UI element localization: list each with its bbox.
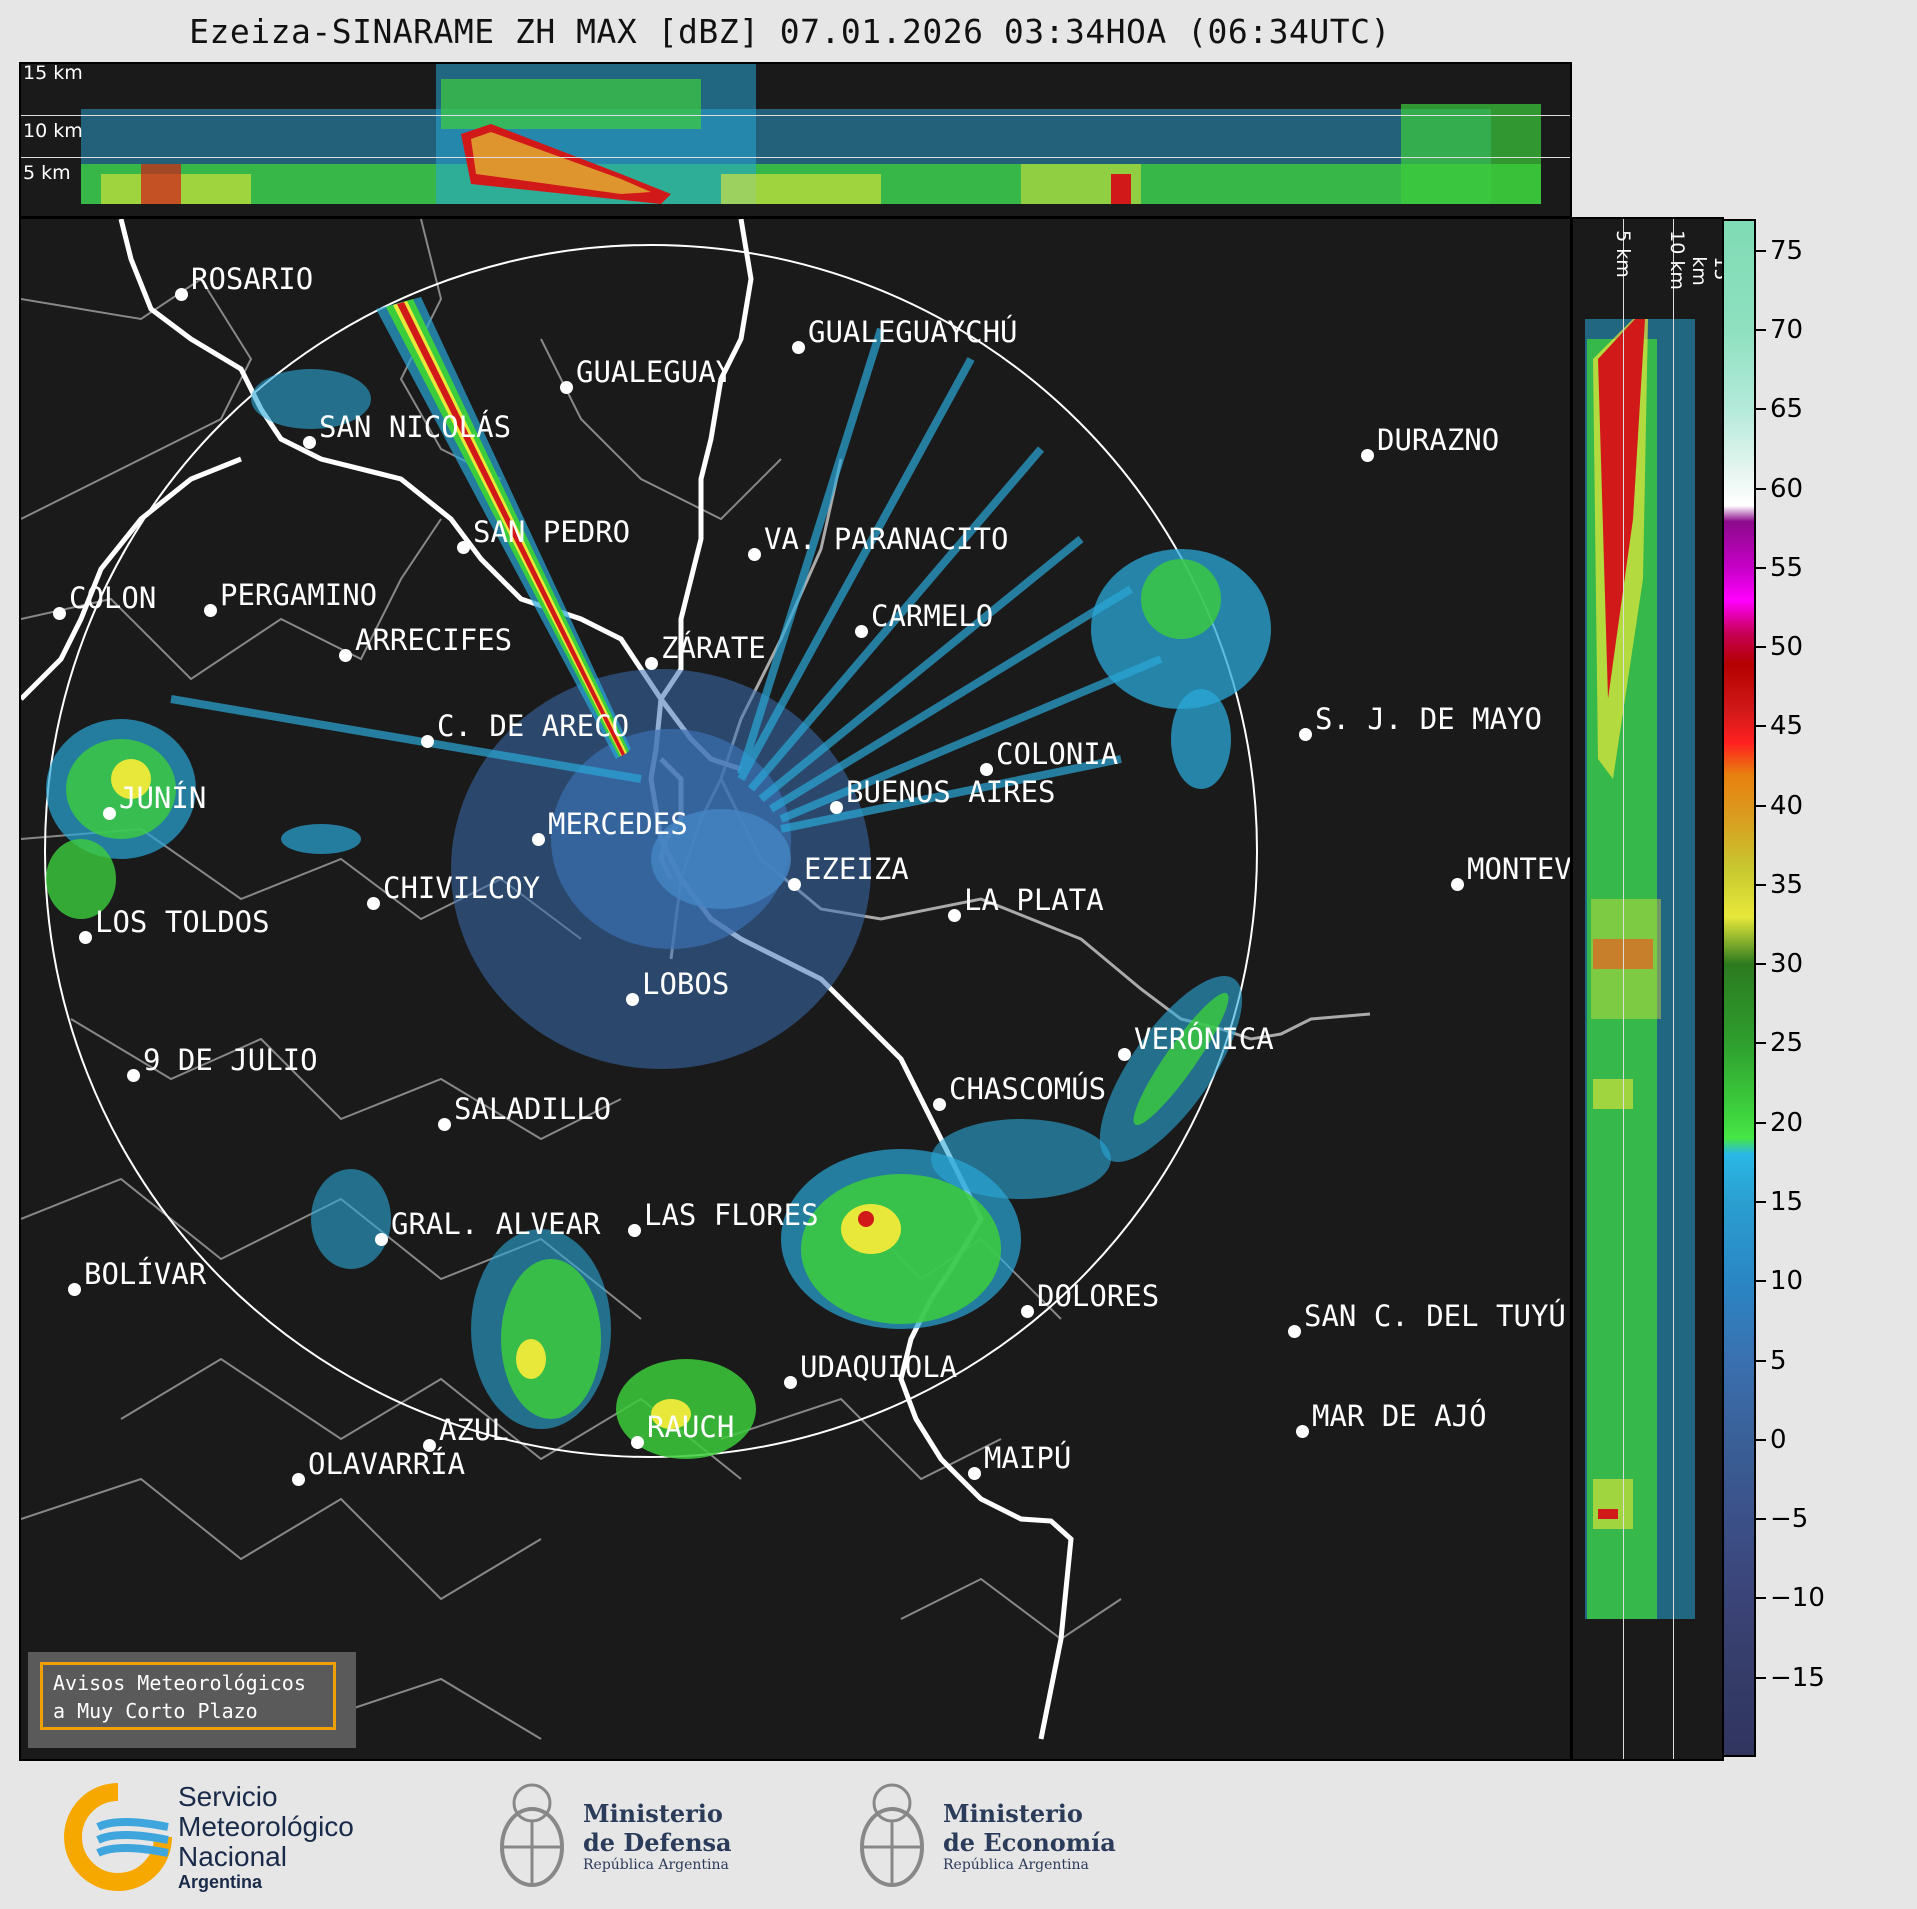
reflectivity-colorbar [1722,219,1756,1757]
ministerio-defensa-logo: Ministerio de Defensa República Argentin… [495,1775,755,1895]
colorbar-tick-mark [1756,1359,1766,1362]
colorbar-tick-mark [1756,646,1766,649]
colorbar-tick-label: 40 [1770,790,1804,821]
smn-logo: Servicio Meteorológico Nacional Argentin… [58,1782,398,1892]
side-altitude-label-10km: 10 km [1665,230,1688,290]
colorbar-tick-label: 10 [1770,1266,1804,1297]
colorbar-tick-mark [1756,1518,1766,1521]
map-title: Ezeiza-SINARAME ZH MAX [dBZ] 07.01.2026 … [189,12,1391,51]
colorbar-tick-label: 20 [1770,1107,1804,1138]
radar-map-graphics [21,219,1371,1740]
colorbar-tick-label: 70 [1770,314,1804,345]
defensa-line1: Ministerio [583,1799,723,1828]
colorbar-tick-label: 50 [1770,632,1804,663]
colorbar-tick-mark [1756,1042,1766,1045]
colorbar-tick-label: 45 [1770,711,1804,742]
colorbar-tick-mark [1756,963,1766,966]
smn-line2: Meteorológico [178,1811,354,1842]
national-coat-of-arms-icon [860,1783,924,1887]
defensa-line2: de Defensa [583,1828,732,1857]
national-coat-of-arms-icon [500,1783,564,1887]
colorbar-tick-label: −5 [1770,1504,1809,1535]
colorbar-tick-mark [1756,566,1766,569]
smn-line4: Argentina [178,1872,263,1892]
colorbar-tick-label: −10 [1770,1583,1825,1614]
economia-line2: de Economía [943,1828,1116,1857]
echoes-south-dolores [781,1119,1111,1329]
altitude-label-15km: 15 km [23,62,83,84]
altitude-label-10km: 10 km [23,120,83,142]
colorbar-tick-mark [1756,487,1766,490]
altitude-line-15km [21,115,1570,116]
department-boundaries [21,219,1122,1740]
side-cross-section-echoes [1585,319,1695,1619]
colorbar-tick-mark [1756,249,1766,252]
colorbar-tick-label: 55 [1770,552,1804,583]
ministerio-economia-logo: Ministerio de Economía República Argenti… [855,1775,1135,1895]
altitude-line-5km [1623,219,1624,1759]
colorbar-tick-mark [1756,408,1766,411]
smn-emblem-icon [64,1783,172,1891]
side-altitude-label-15km: 15 km [1687,256,1724,286]
colorbar-tick-mark [1756,725,1766,728]
colorbar-tick-mark [1756,1121,1766,1124]
echoes-west [46,369,371,919]
colorbar-tick-mark [1756,1676,1766,1679]
top-cross-section-echoes [81,64,1541,204]
colorbar-tick-label: 75 [1770,235,1804,266]
defensa-line3: República Argentina [583,1857,729,1873]
radar-range-circle [44,244,1258,1458]
echoes-south-rauch [311,1169,756,1459]
colorbar-tick-label: 35 [1770,869,1804,900]
colorbar-tick-mark [1756,1438,1766,1441]
smn-line3: Nacional [178,1841,287,1872]
colorbar-tick-mark [1756,1201,1766,1204]
top-cross-section-panel: 15 km 10 km 5 km [19,62,1572,218]
altitude-label-5km: 5 km [23,162,71,184]
colorbar-tick-mark [1756,804,1766,807]
economia-line1: Ministerio [943,1799,1083,1828]
colorbar-tick-label: 15 [1770,1187,1804,1218]
colorbar-tick-mark [1756,883,1766,886]
altitude-line-10km [21,157,1570,158]
economia-line3: República Argentina [943,1857,1089,1873]
side-altitude-label-5km: 5 km [1611,230,1634,278]
colorbar-tick-mark [1756,1280,1766,1283]
warning-box-line1: Avisos Meteorológicos [53,1671,306,1695]
warning-box-frame[interactable]: Avisos Meteorológicos a Muy Corto Plazo [40,1662,336,1730]
colorbar-tick-label: 0 [1770,1424,1787,1455]
colorbar-tick-label: 5 [1770,1345,1787,1376]
radar-map[interactable]: ROSARIO GUALEGUAYCHÚ GUALEGUAY SAN NICOL… [19,217,1572,1761]
warning-box-line2: a Muy Corto Plazo [53,1699,258,1723]
colorbar-tick-label: −15 [1770,1662,1825,1693]
colorbar-tick-label: 60 [1770,473,1804,504]
colorbar-tick-mark [1756,1597,1766,1600]
colorbar-tick-label: 30 [1770,949,1804,980]
echoes-east [1091,549,1271,1162]
altitude-line-10km [1673,219,1674,1759]
side-cross-section-panel: 5 km 10 km 15 km [1571,217,1724,1761]
very-short-term-warning-box[interactable]: Avisos Meteorológicos a Muy Corto Plazo [28,1652,356,1748]
smn-line1: Servicio [178,1781,278,1812]
colorbar-tick-label: 65 [1770,394,1804,425]
radial-streaks [170,327,1163,833]
colorbar-tick-label: 25 [1770,1028,1804,1059]
colorbar-tick-mark [1756,328,1766,331]
